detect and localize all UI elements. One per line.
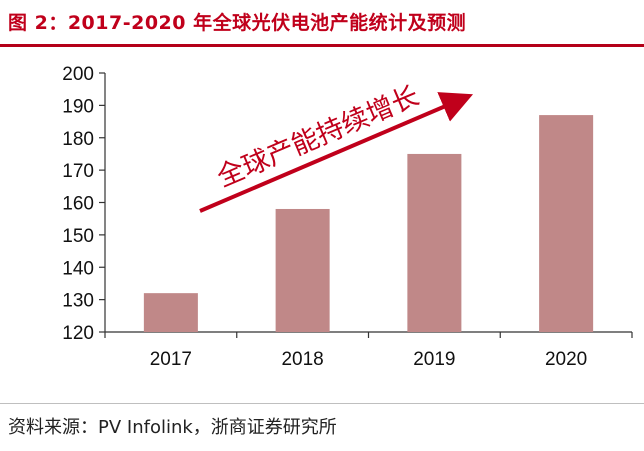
y-tick-label: 160 bbox=[62, 194, 94, 215]
source-divider bbox=[0, 403, 644, 404]
y-axis: 120 130 140 150 160 170 180 190 200 bbox=[62, 64, 106, 344]
y-tick-label: 180 bbox=[62, 129, 94, 150]
bar-2019 bbox=[407, 153, 462, 332]
x-tick-label: 2019 bbox=[413, 349, 455, 370]
y-tick-label: 130 bbox=[62, 291, 94, 312]
source-note: 资料来源：PV Infolink，浙商证券研究所 bbox=[8, 417, 337, 438]
x-tick-label: 2018 bbox=[281, 349, 323, 370]
trend-arrow bbox=[199, 92, 474, 213]
y-tick-label: 120 bbox=[62, 323, 94, 344]
figure-title: 图 2：2017-2020 年全球光伏电池产能统计及预测 bbox=[8, 12, 467, 34]
trend-label: 全球产能持续增长 bbox=[213, 81, 424, 194]
y-tick-label: 150 bbox=[62, 226, 94, 247]
bar-2020 bbox=[539, 115, 594, 333]
y-tick-label: 190 bbox=[62, 96, 94, 117]
x-tick-label: 2020 bbox=[545, 349, 587, 370]
title-underline bbox=[0, 44, 644, 47]
bar-2018 bbox=[275, 208, 330, 332]
bar-chart: 120 130 140 150 160 170 180 190 200 2017 2018 2019… bbox=[62, 64, 633, 370]
x-axis: 2017 2018 2019 2020 bbox=[104, 331, 633, 370]
bar-2017 bbox=[143, 293, 198, 332]
bars bbox=[143, 115, 594, 333]
x-tick-label: 2017 bbox=[150, 349, 192, 370]
y-tick-label: 140 bbox=[62, 258, 94, 279]
y-tick-label: 170 bbox=[62, 161, 94, 182]
y-tick-label: 200 bbox=[62, 64, 94, 85]
